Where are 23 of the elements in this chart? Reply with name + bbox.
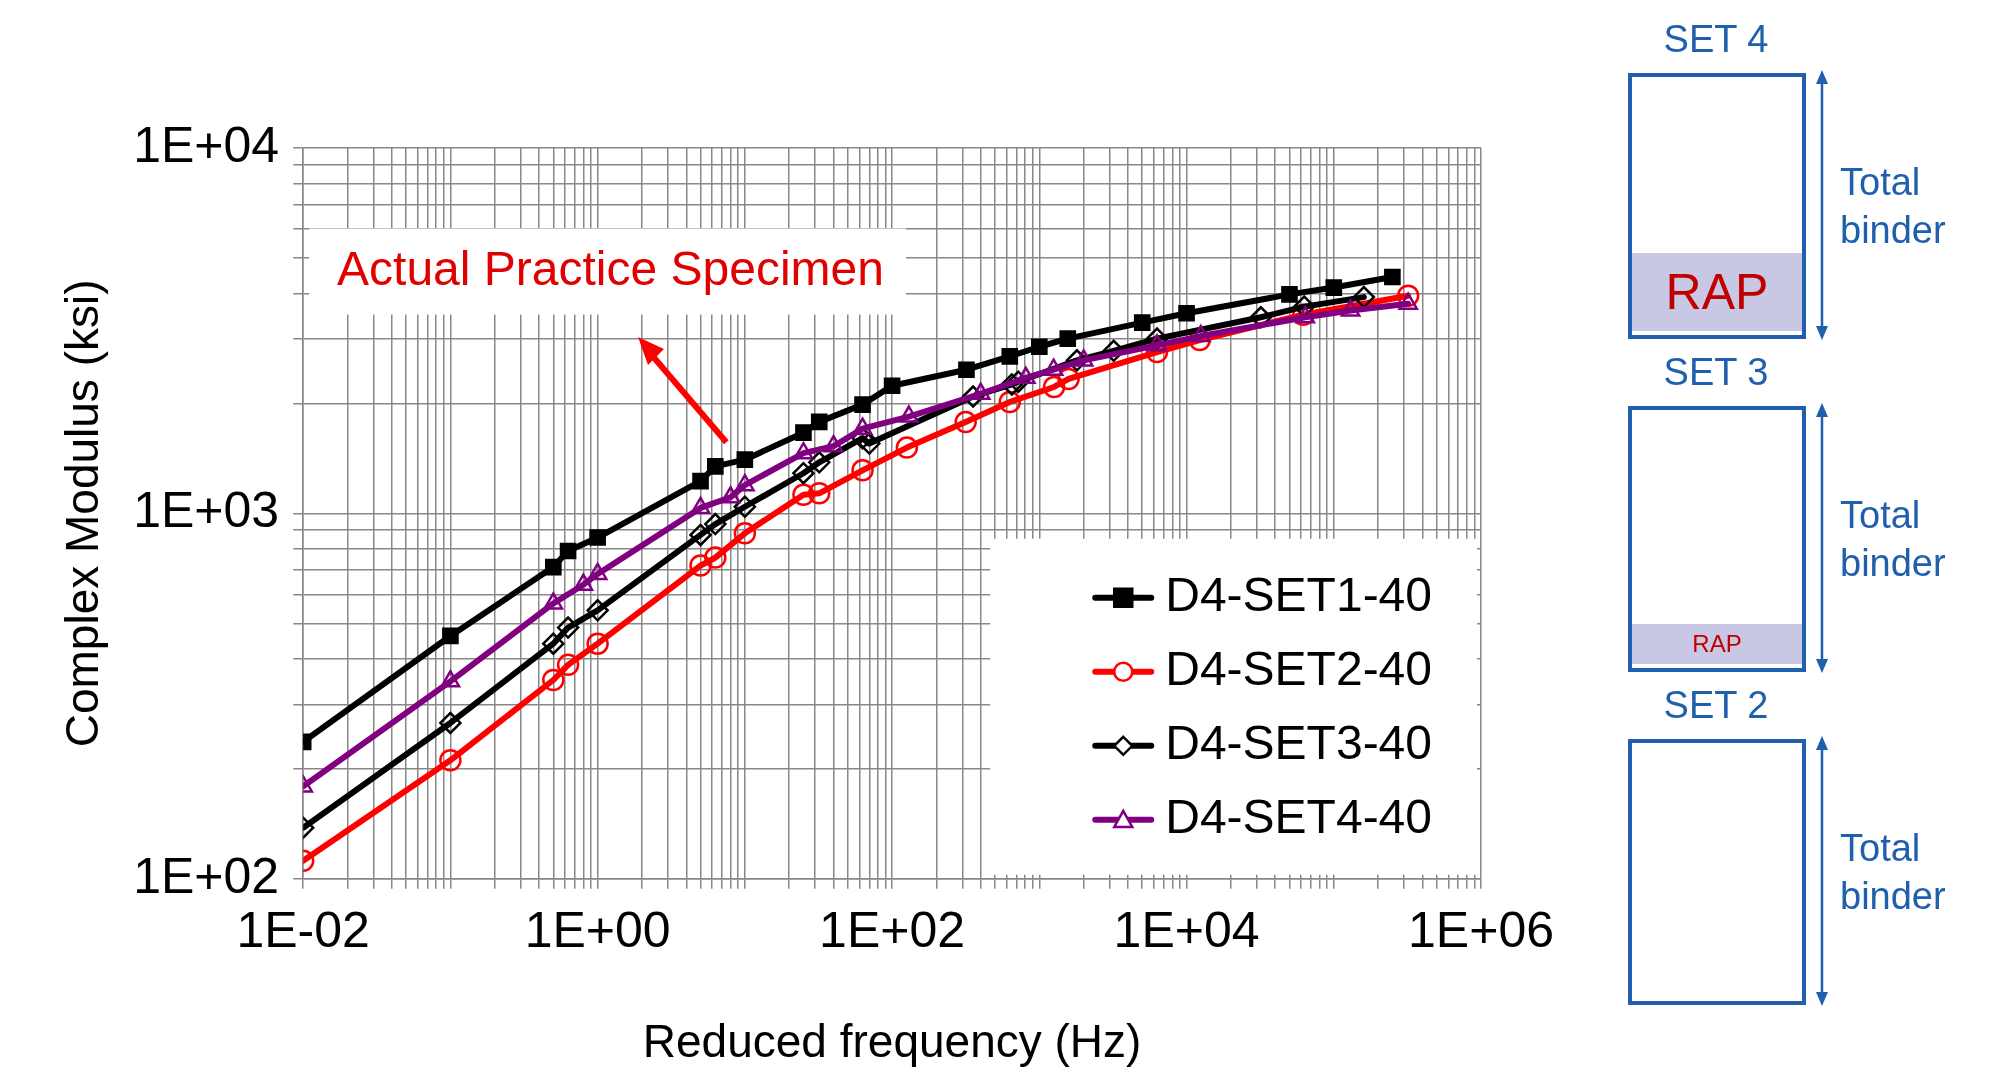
y-axis-title: Complex Modulus (ksi) bbox=[56, 279, 109, 748]
legend-label: D4-SET4-40 bbox=[1165, 790, 1433, 844]
x-tick-label: 1E-02 bbox=[236, 901, 370, 958]
x-tick-label: 1E+02 bbox=[819, 901, 966, 958]
x-tick-label: 1E+06 bbox=[1408, 901, 1555, 958]
legend-label: D4-SET1-40 bbox=[1165, 568, 1433, 622]
y-tick-label: 1E+04 bbox=[133, 116, 280, 173]
y-tick-label: 1E+02 bbox=[133, 847, 280, 904]
annotation: Actual Practice Specimen bbox=[337, 241, 884, 295]
text: Total binder bbox=[1840, 493, 1947, 586]
x-tick-label: 1E+04 bbox=[1113, 901, 1260, 958]
x-axis-title: Reduced frequency (Hz) bbox=[642, 1015, 1142, 1068]
legend-label: D4-SET2-40 bbox=[1165, 642, 1433, 696]
text: Total binder bbox=[1840, 160, 1947, 253]
text: SET 2 bbox=[1662, 684, 1770, 727]
binder-box: RAP bbox=[1628, 406, 1806, 672]
text: SET 3 bbox=[1662, 351, 1770, 394]
y-tick-label: 1E+03 bbox=[133, 482, 280, 539]
legend-label: D4-SET3-40 bbox=[1165, 716, 1433, 770]
x-tick-label: 1E+00 bbox=[524, 901, 671, 958]
binder-box: RAP bbox=[1628, 73, 1806, 339]
text: Total binder bbox=[1840, 826, 1947, 919]
text: SET 4 bbox=[1662, 18, 1770, 61]
